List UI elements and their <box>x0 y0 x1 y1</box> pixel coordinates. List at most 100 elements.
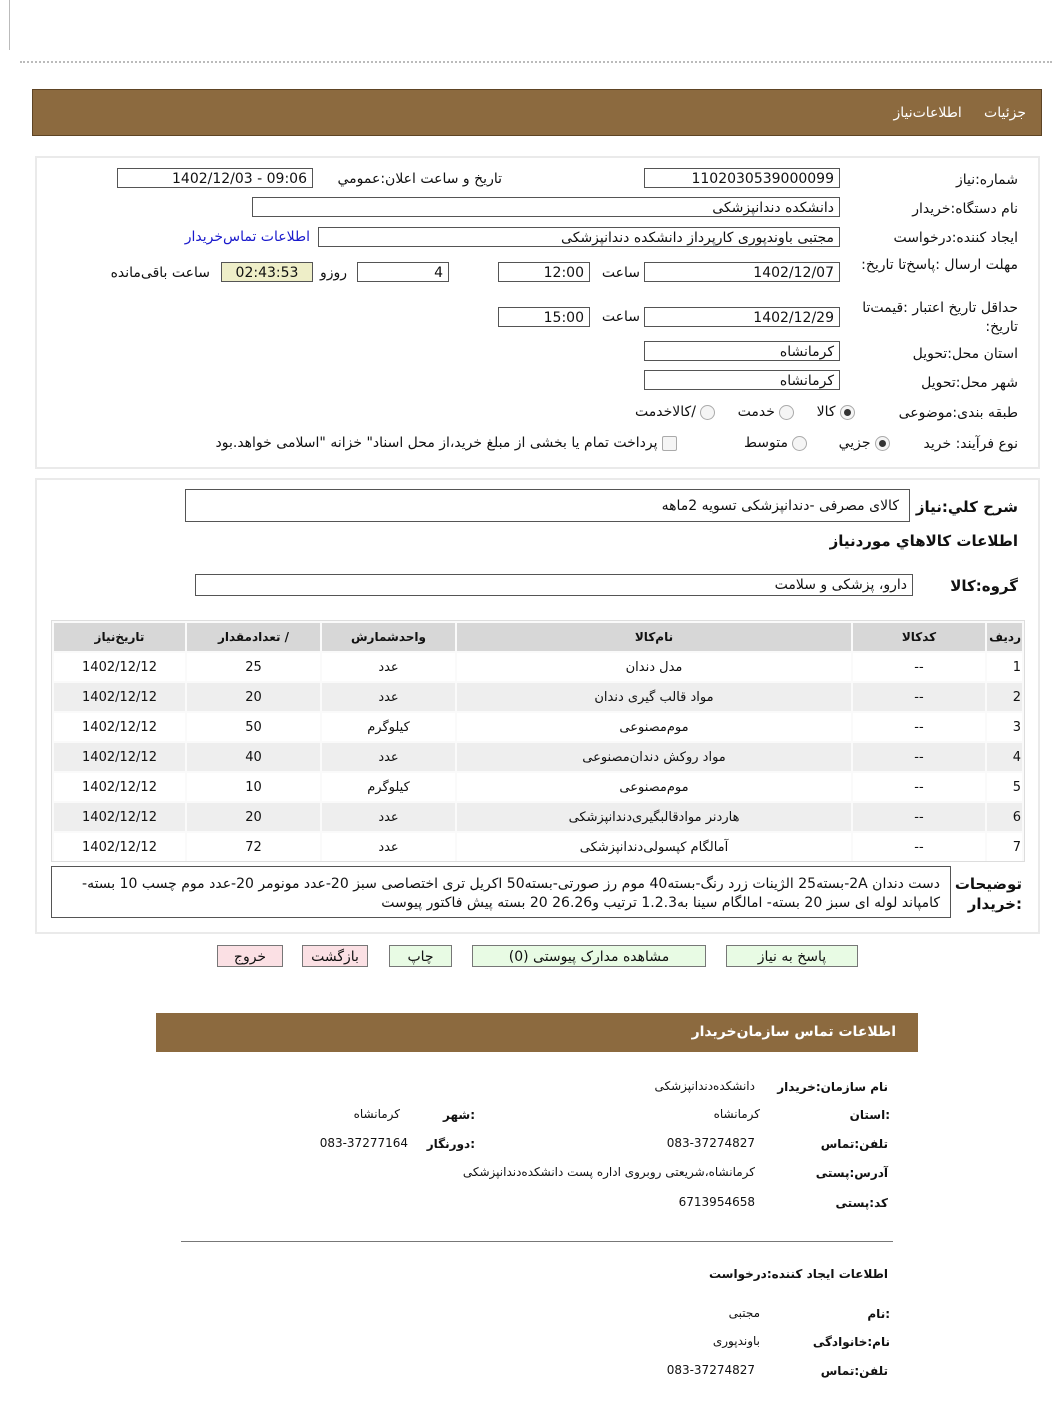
quantity: 20 <box>187 683 320 711</box>
notes-label: توضیحات :خریدار <box>954 875 1022 913</box>
org-value: دانشکده‌دندانپزشکی <box>654 1079 755 1093</box>
col-code: کدکالا <box>853 623 985 651</box>
deadline-time-label: ساعت <box>601 265 640 281</box>
item-code: -- <box>853 833 985 861</box>
item-code: -- <box>853 743 985 771</box>
unit: کیلوگرم <box>322 713 455 741</box>
group-field: دارو، پزشکی و سلامت <box>195 574 913 596</box>
table-header-row: ردیف کدکالا نام‌کالا واحدشمارش / تعدادمق… <box>54 623 1022 651</box>
family-label: نام:خانوادگی <box>812 1335 890 1349</box>
radio-icon <box>792 435 808 451</box>
process-radio-group: جزیي متوسط <box>673 435 890 451</box>
creator-info-title: اطلاعات ایجاد کننده:درخواست <box>708 1267 888 1281</box>
name-label: :نام <box>867 1307 890 1321</box>
option-label: خدمت <box>737 404 775 420</box>
unit: عدد <box>322 803 455 831</box>
need-date: 1402/12/12 <box>54 653 185 681</box>
top-divider <box>20 61 1052 63</box>
process-minor-radio[interactable]: جزیي <box>839 435 890 451</box>
item-code: -- <box>853 773 985 801</box>
province-value: کرمانشاه <box>713 1107 760 1121</box>
item-name: مواد قالب گیری دندان <box>457 683 851 711</box>
validity-time-field: 15:00 <box>498 307 590 327</box>
treasury-checkbox[interactable] <box>662 435 677 451</box>
fax-value: 083-37277164 <box>319 1136 408 1150</box>
group-label: گروه:کالا <box>950 577 1018 595</box>
row-number: 3 <box>987 713 1022 741</box>
row-number: 2 <box>987 683 1022 711</box>
item-code: -- <box>853 653 985 681</box>
row-number: 4 <box>987 743 1022 771</box>
days-label: روزو <box>319 265 347 281</box>
attachments-button[interactable]: مشاهده مدارک پیوستی (0) <box>472 945 706 967</box>
row-number: 6 <box>987 803 1022 831</box>
unit: عدد <box>322 743 455 771</box>
deadline-time-field: 12:00 <box>498 262 590 282</box>
validity-label: حداقل تاریخ اعتبار :قیمت‌تا تاریخ: <box>862 300 1018 335</box>
city-value: کرمانشاه <box>353 1107 400 1121</box>
col-qty: / تعدادمقدار <box>187 623 320 651</box>
category-both-radio[interactable]: /کالاخدمت <box>635 404 716 420</box>
days-field: 4 <box>357 262 449 282</box>
family-value: باوندپوری <box>712 1334 760 1348</box>
row-number: 1 <box>987 653 1022 681</box>
address-label: آدرس:پستی <box>815 1166 888 1180</box>
reply-button[interactable]: پاسخ به نیاز <box>726 945 858 967</box>
remaining-time-field: 02:43:53 <box>221 262 313 282</box>
table-row: 2 -- مواد قالب گیری دندان عدد 20 1402/12/12 <box>54 683 1022 711</box>
option-label: /کالاخدمت <box>635 404 696 420</box>
unit: کیلوگرم <box>322 773 455 801</box>
buyer-label: نام دستگاه:خریدار <box>912 201 1018 217</box>
city-label: شهر محل:تحویل <box>921 375 1018 391</box>
deadline-date-field: 1402/12/07 <box>644 262 840 282</box>
goods-title: اطلاعات کالاهاي موردنیاز <box>829 532 1018 550</box>
quantity: 25 <box>187 653 320 681</box>
radio-icon <box>700 404 716 420</box>
quantity: 10 <box>187 773 320 801</box>
validity-time-label: ساعت <box>601 309 640 325</box>
back-button[interactable]: بازگشت <box>302 945 368 967</box>
buyer-contact-link[interactable]: اطلاعات تماس‌خریدار <box>184 229 310 245</box>
category-goods-radio[interactable]: کالا <box>817 404 855 420</box>
notes-field: دست دندان 2A-بسته25 الژینات زرد رنگ-بسته… <box>51 866 951 918</box>
creator-phone-label: تلفن:تماس <box>820 1364 888 1378</box>
unit: عدد <box>322 683 455 711</box>
item-name: مواد روکش دندان‌مصنوعی <box>457 743 851 771</box>
option-label: کالا <box>816 404 836 420</box>
phone-label: تلفن:تماس <box>820 1137 888 1151</box>
item-name: مدل دندان <box>457 653 851 681</box>
item-name: آمالگام کپسولی‌دندانپزشکی <box>457 833 851 861</box>
city-label: :شهر <box>443 1108 475 1122</box>
item-name: موم‌مصنوعی <box>457 713 851 741</box>
table-row: 5 -- موم‌مصنوعی کیلوگرم 10 1402/12/12 <box>54 773 1022 801</box>
announce-label: تاریخ و ساعت اعلان:عمومي <box>337 171 502 187</box>
treasury-label: پرداخت تمام یا بخشی از مبلغ خرید،از محل … <box>215 435 658 451</box>
treasury-checkbox-row[interactable]: پرداخت تمام یا بخشی از مبلغ خرید،از محل … <box>216 435 677 451</box>
postal-label: کد:پستی <box>835 1196 888 1210</box>
need-date: 1402/12/12 <box>54 743 185 771</box>
category-label: طبقه بندی:موضوعی <box>898 405 1018 421</box>
col-row: ردیف <box>987 623 1022 651</box>
item-name: هاردنر موادقالبگیری‌دندانپزشکی <box>457 803 851 831</box>
tab-need-info[interactable]: اطلاعات‌نیاز <box>893 105 962 121</box>
table-row: 7 -- آمالگام کپسولی‌دندانپزشکی عدد 72 1402/12… <box>54 833 1022 861</box>
tab-details[interactable]: جزئیات <box>984 105 1026 121</box>
province-label: استان محل:تحویل <box>912 346 1018 362</box>
fax-label: :دورنگار <box>426 1137 475 1151</box>
buyer-field: دانشکده دندانپزشکی <box>252 197 840 217</box>
creator-label: ایجاد کننده:درخواست <box>893 230 1018 246</box>
category-service-radio[interactable]: خدمت <box>738 404 795 420</box>
print-button[interactable]: چاپ <box>389 945 452 967</box>
details-header-bar: جزئیات اطلاعات‌نیاز <box>32 89 1042 136</box>
radio-icon <box>779 404 795 420</box>
deadline-label: مهلت ارسال :پاسخ‌تا تاریخ: <box>861 257 1018 273</box>
contact-divider <box>181 1241 893 1242</box>
process-medium-radio[interactable]: متوسط <box>744 435 808 451</box>
option-label: جزیي <box>838 435 871 451</box>
contact-header-bar: اطلاعات تماس سازمان‌خریدار <box>156 1013 918 1052</box>
validity-date-field: 1402/12/29 <box>644 307 840 327</box>
exit-button[interactable]: خروج <box>217 945 283 967</box>
item-code: -- <box>853 803 985 831</box>
need-date: 1402/12/12 <box>54 683 185 711</box>
need-date: 1402/12/12 <box>54 803 185 831</box>
